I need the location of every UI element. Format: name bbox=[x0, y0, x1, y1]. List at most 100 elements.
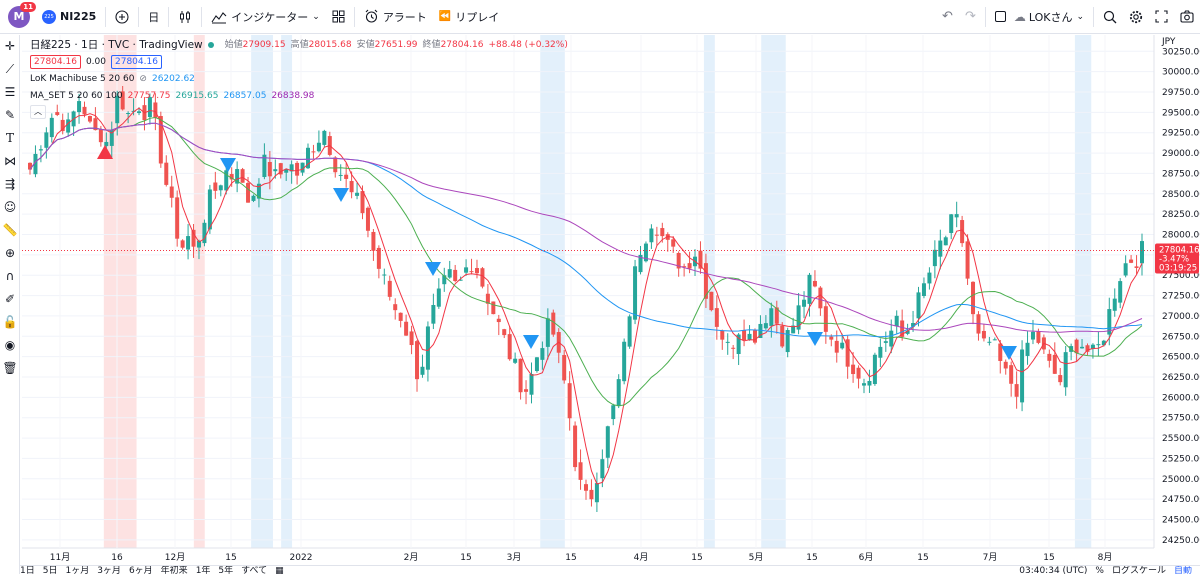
candle-body bbox=[627, 316, 632, 347]
candle-body bbox=[1140, 241, 1144, 264]
candle-body bbox=[295, 162, 300, 176]
candle-body bbox=[682, 266, 687, 268]
candle-body bbox=[104, 141, 109, 147]
range-6m[interactable]: 6ヶ月 bbox=[128, 566, 153, 574]
layout-select-button[interactable]: ☁ LOKさん ⌄ bbox=[989, 0, 1090, 34]
undo-button[interactable]: ↶ bbox=[936, 0, 959, 34]
prediction-tool[interactable]: ⇶ bbox=[0, 173, 20, 195]
trendline-tool[interactable]: ⟋ bbox=[0, 58, 20, 80]
candle-body bbox=[420, 366, 425, 375]
candle-body bbox=[93, 118, 98, 131]
indicator-name: MA_SET 5 20 60 100 bbox=[30, 91, 123, 101]
y-tick-label: 30250.00 bbox=[1162, 47, 1200, 57]
interval-button[interactable]: 日 bbox=[142, 0, 165, 34]
candle-body bbox=[769, 308, 774, 326]
candle-body bbox=[747, 333, 752, 340]
drawing-toolbar: ✛ ⟋ ☰ ✎ T ⋈ ⇶ ☺ 📏 ⊕ ∩ ✐ 🔓 ◉ 🗑 bbox=[0, 35, 20, 574]
range-3m[interactable]: 3ヶ月 bbox=[97, 566, 121, 574]
avatar[interactable]: M 11 bbox=[8, 1, 36, 28]
horizontal-lines-tool[interactable]: ☰ bbox=[0, 81, 20, 103]
magnet-icon: ∩ bbox=[5, 269, 15, 283]
range-5y[interactable]: 5年 bbox=[218, 566, 234, 574]
buy-price-box[interactable]: 27804.16 bbox=[111, 55, 162, 69]
indicator-name: LoK Machibuse 5 20 60 bbox=[30, 74, 135, 84]
emoji-tool[interactable]: ☺ bbox=[0, 196, 20, 218]
clock-time[interactable]: 03:40:34 (UTC) bbox=[1019, 566, 1088, 574]
fullscreen-button[interactable] bbox=[1149, 0, 1174, 34]
candle-body bbox=[992, 339, 997, 341]
candle-body bbox=[278, 163, 283, 175]
candle-body bbox=[382, 274, 387, 276]
replay-button[interactable]: ⏪ リプレイ bbox=[433, 0, 505, 34]
range-ytd[interactable]: 年初来 bbox=[160, 566, 188, 574]
y-tick-label: 25500.00 bbox=[1162, 434, 1200, 444]
candle-body bbox=[158, 116, 163, 164]
zoom-in-icon: ⊕ bbox=[4, 246, 16, 260]
candle-body bbox=[316, 142, 321, 152]
alert-button[interactable]: アラート bbox=[358, 0, 433, 34]
candle-body bbox=[981, 330, 986, 339]
search-icon bbox=[1103, 10, 1117, 23]
range-5d[interactable]: 5日 bbox=[42, 566, 58, 574]
indicator-row-lok[interactable]: LoK Machibuse 5 20 60 ⊘ 26202.62 bbox=[30, 72, 568, 86]
ruler-tool[interactable]: 📏 bbox=[0, 219, 20, 241]
candle-body bbox=[115, 95, 120, 124]
chevron-down-icon: ⌄ bbox=[1076, 11, 1084, 22]
low-value: 27651.99 bbox=[374, 40, 418, 50]
smiley-icon: ☺ bbox=[3, 200, 17, 214]
brush-tool[interactable]: ✎ bbox=[0, 104, 20, 126]
zoom-tool[interactable]: ⊕ bbox=[0, 242, 20, 264]
candle-body bbox=[654, 234, 659, 236]
open-value: 27909.15 bbox=[242, 40, 286, 50]
collapse-legend-button[interactable]: ︿ bbox=[30, 105, 46, 119]
candle-body bbox=[1020, 349, 1025, 403]
candle-body bbox=[856, 367, 861, 379]
price-tag bbox=[1155, 243, 1199, 274]
chart-type-button[interactable] bbox=[172, 0, 198, 34]
user-menu-button[interactable]: M 11 bbox=[0, 0, 36, 34]
y-tick-label: 25250.00 bbox=[1162, 454, 1200, 464]
range-all[interactable]: すべて bbox=[241, 566, 268, 574]
sell-price-box[interactable]: 27804.16 bbox=[30, 55, 81, 69]
range-1y[interactable]: 1年 bbox=[195, 566, 211, 574]
log-scale-toggle[interactable]: ログスケール bbox=[1111, 566, 1166, 574]
y-tick-label: 30000.00 bbox=[1162, 68, 1200, 78]
lock-tool[interactable]: 🔓 bbox=[0, 311, 20, 333]
candle-body bbox=[464, 267, 469, 273]
symbol-search-button[interactable]: 225 NI225 bbox=[36, 0, 102, 34]
percent-toggle[interactable]: % bbox=[1095, 566, 1104, 574]
candle-body bbox=[687, 263, 692, 269]
candle-body bbox=[355, 192, 360, 196]
x-tick-label: 5月 bbox=[749, 552, 764, 563]
indicator-row-ma-set[interactable]: MA_SET 5 20 60 100 27757.75 26915.65 268… bbox=[30, 89, 568, 103]
candle-body bbox=[965, 241, 970, 279]
candle-body bbox=[120, 91, 125, 110]
delete-tool[interactable]: 🗑 bbox=[0, 357, 20, 379]
auto-scale-toggle[interactable]: 自動 bbox=[1173, 566, 1192, 574]
range-1d[interactable]: 1日 bbox=[20, 566, 35, 574]
stay-drawing-tool[interactable]: ✐ bbox=[0, 288, 20, 310]
text-tool[interactable]: T bbox=[0, 127, 20, 149]
crosshair-tool[interactable]: ✛ bbox=[0, 35, 20, 57]
hide-tool[interactable]: ◉ bbox=[0, 334, 20, 356]
candle-body bbox=[338, 174, 343, 176]
range-1m[interactable]: 1ヶ月 bbox=[65, 566, 90, 574]
candle-body bbox=[529, 373, 534, 395]
pattern-tool[interactable]: ⋈ bbox=[0, 150, 20, 172]
candle-body bbox=[98, 129, 103, 143]
compare-symbol-button[interactable] bbox=[109, 0, 135, 34]
settings-button[interactable] bbox=[1123, 0, 1149, 34]
search-button[interactable] bbox=[1097, 0, 1123, 34]
candle-body bbox=[496, 318, 501, 323]
x-tick-label: 7月 bbox=[983, 552, 998, 563]
screenshot-button[interactable] bbox=[1174, 0, 1200, 34]
candle-body bbox=[562, 355, 567, 381]
candle-body bbox=[491, 301, 496, 315]
calendar-icon[interactable]: ▦ bbox=[275, 566, 284, 574]
redo-button[interactable]: ↷ bbox=[959, 0, 982, 34]
indicators-button[interactable]: インジケーター ⌄ bbox=[205, 0, 326, 34]
magnet-tool[interactable]: ∩ bbox=[0, 265, 20, 287]
layouts-button[interactable] bbox=[326, 0, 351, 34]
candle-body bbox=[77, 101, 82, 113]
